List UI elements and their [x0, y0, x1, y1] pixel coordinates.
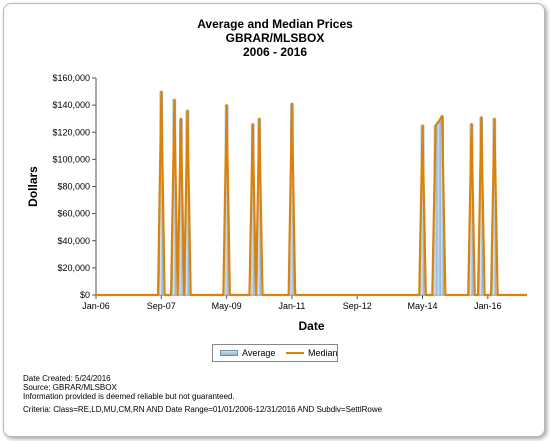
legend-median-label: Median — [308, 348, 338, 358]
chart-frame — [3, 3, 545, 437]
x-tick-label: Sep-07 — [147, 301, 176, 311]
footer-date-created: Date Created: 5/24/2016 — [23, 374, 111, 383]
footer-disclaimer: Information provided is deemed reliable … — [23, 392, 235, 401]
y-tick-label: $160,000 — [52, 73, 90, 83]
x-tick-label: Jan-16 — [474, 301, 502, 311]
y-tick-label: $0 — [80, 290, 90, 300]
x-tick-label: Sep-12 — [343, 301, 372, 311]
x-tick-label: May-09 — [212, 301, 242, 311]
y-axis-label: Dollars — [26, 166, 40, 207]
y-tick-label: $20,000 — [57, 263, 90, 273]
legend-average-swatch — [220, 350, 238, 356]
x-tick-label: Jan-06 — [82, 301, 110, 311]
footer-criteria: Criteria: Class=RE,LD,MU,CM,RN AND Date … — [23, 405, 383, 414]
y-tick-label: $140,000 — [52, 100, 90, 110]
y-tick-label: $120,000 — [52, 127, 90, 137]
x-axis-label: Date — [298, 319, 324, 333]
footer-source: Source: GBRAR/MLSBOX — [23, 383, 117, 392]
chart-subtitle-years: 2006 - 2016 — [242, 45, 308, 59]
y-tick-label: $60,000 — [57, 209, 90, 219]
y-tick-label: $80,000 — [57, 182, 90, 192]
legend-median-swatch — [286, 352, 304, 354]
chart-title: Average and Median Prices — [197, 17, 353, 31]
chart-subtitle-source: GBRAR/MLSBOX — [225, 31, 325, 45]
x-tick-label: May-14 — [408, 301, 438, 311]
median-line — [96, 90, 527, 297]
y-tick-label: $100,000 — [52, 154, 90, 164]
legend-average-label: Average — [242, 348, 276, 358]
y-tick-label: $40,000 — [57, 236, 90, 246]
chart-legend: Average Median — [212, 344, 338, 362]
x-tick-label: Jan-11 — [278, 301, 305, 311]
average-bar — [437, 121, 441, 296]
